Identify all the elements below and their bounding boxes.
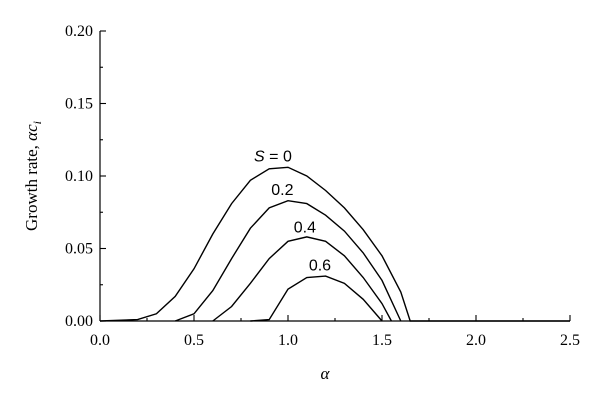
- x-tick-label: 0.0: [90, 332, 110, 349]
- x-tick-label: 2.5: [560, 332, 580, 349]
- y-tick-label: 0.00: [65, 313, 93, 330]
- series-label-2: 0.4: [294, 220, 316, 237]
- y-axis-title: Growth rate, αci: [22, 121, 44, 231]
- x-axis-title: α: [321, 364, 331, 383]
- x-tick-label: 1.0: [278, 332, 298, 349]
- series-label-0: S = 0: [254, 149, 292, 166]
- y-tick-label: 0.20: [65, 23, 93, 40]
- series-line-1: [174, 199, 402, 322]
- series-line-0: [99, 166, 570, 322]
- x-tick-label: 1.5: [372, 332, 392, 349]
- y-tick-label: 0.15: [65, 96, 93, 113]
- x-tick-label: 2.0: [466, 332, 486, 349]
- series-group: [99, 166, 570, 322]
- axes: 0.0 0.5 1.0 1.5 2.0 2.5 0.00 0.05 0.10 0.15 0.20 α G…: [22, 23, 580, 383]
- series-label-3: 0.6: [309, 257, 331, 274]
- series-line-3: [250, 275, 383, 322]
- y-tick-label: 0.05: [65, 241, 93, 258]
- series-line-2: [212, 236, 393, 322]
- series-labels: S = 0 0.2 0.4 0.6: [254, 149, 331, 275]
- x-tick-label: 0.5: [184, 332, 204, 349]
- series-label-1: 0.2: [271, 182, 293, 199]
- y-tick-label: 0.10: [65, 168, 93, 185]
